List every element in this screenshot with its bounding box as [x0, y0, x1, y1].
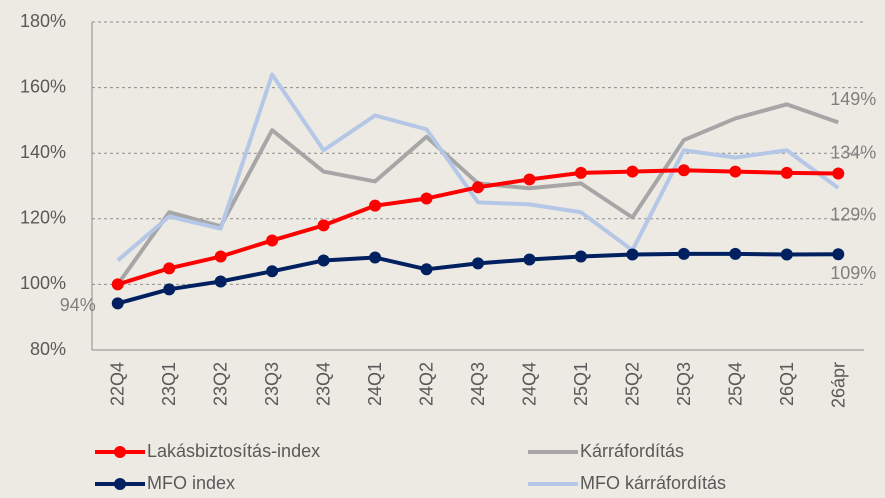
y-tick-label: 140% — [20, 142, 66, 162]
legend-label: MFO index — [147, 473, 235, 493]
y-tick-label: 180% — [20, 11, 66, 31]
x-tick-label: 23Q1 — [159, 362, 179, 406]
point — [472, 181, 484, 194]
point — [780, 166, 793, 179]
point — [163, 283, 176, 296]
point — [111, 278, 124, 291]
point — [677, 164, 690, 177]
point — [729, 247, 742, 260]
legend-marker — [114, 446, 126, 458]
legend-marker — [114, 478, 126, 490]
point — [677, 247, 690, 260]
y-tick-label: 80% — [30, 339, 66, 359]
point — [832, 167, 845, 180]
legend-label: Lakásbiztosítás-index — [147, 441, 320, 461]
point — [626, 248, 639, 261]
point — [266, 265, 279, 278]
point — [523, 173, 536, 186]
point — [523, 253, 536, 266]
legend-label: MFO kárráfordítás — [580, 473, 726, 493]
point — [472, 257, 484, 270]
x-tick-label: 26Q1 — [777, 362, 797, 406]
point — [214, 250, 227, 263]
x-tick-label: 24Q4 — [519, 362, 539, 406]
point — [163, 262, 176, 275]
point — [574, 250, 587, 263]
point — [266, 234, 279, 247]
point — [369, 199, 382, 212]
value-label: 94% — [60, 295, 96, 315]
x-tick-label: 23Q3 — [262, 362, 282, 406]
point — [317, 254, 330, 267]
x-tick-label: 24Q2 — [417, 362, 437, 406]
x-tick-label: 25Q3 — [674, 362, 694, 406]
point — [729, 165, 742, 178]
x-tick-label: 23Q4 — [314, 362, 334, 406]
y-tick-label: 160% — [20, 76, 66, 96]
x-tick-label: 22Q4 — [108, 362, 128, 406]
value-label: 149% — [830, 89, 876, 109]
point — [369, 251, 382, 264]
point — [420, 263, 433, 276]
x-tick-label: 25Q4 — [725, 362, 745, 406]
value-label: 134% — [830, 142, 876, 162]
point — [420, 192, 433, 205]
series-line — [116, 72, 840, 262]
point — [780, 248, 793, 261]
point — [832, 248, 845, 261]
x-tick-label: 25Q1 — [571, 362, 591, 406]
x-tick-label: 24Q1 — [365, 362, 385, 406]
point — [626, 165, 639, 178]
point — [317, 219, 330, 232]
x-tick-label: 23Q2 — [211, 362, 231, 406]
legend-label: Kárráfordítás — [580, 441, 684, 461]
value-label: 129% — [830, 205, 876, 225]
y-tick-label: 100% — [20, 273, 66, 293]
point — [574, 166, 587, 179]
x-tick-label: 25Q2 — [622, 362, 642, 406]
y-tick-label: 120% — [20, 208, 66, 228]
point — [214, 275, 227, 288]
value-label: 109% — [830, 263, 876, 283]
x-tick-label: 24Q3 — [468, 362, 488, 406]
point — [111, 297, 124, 310]
x-tick-label: 26ápr — [828, 362, 848, 408]
